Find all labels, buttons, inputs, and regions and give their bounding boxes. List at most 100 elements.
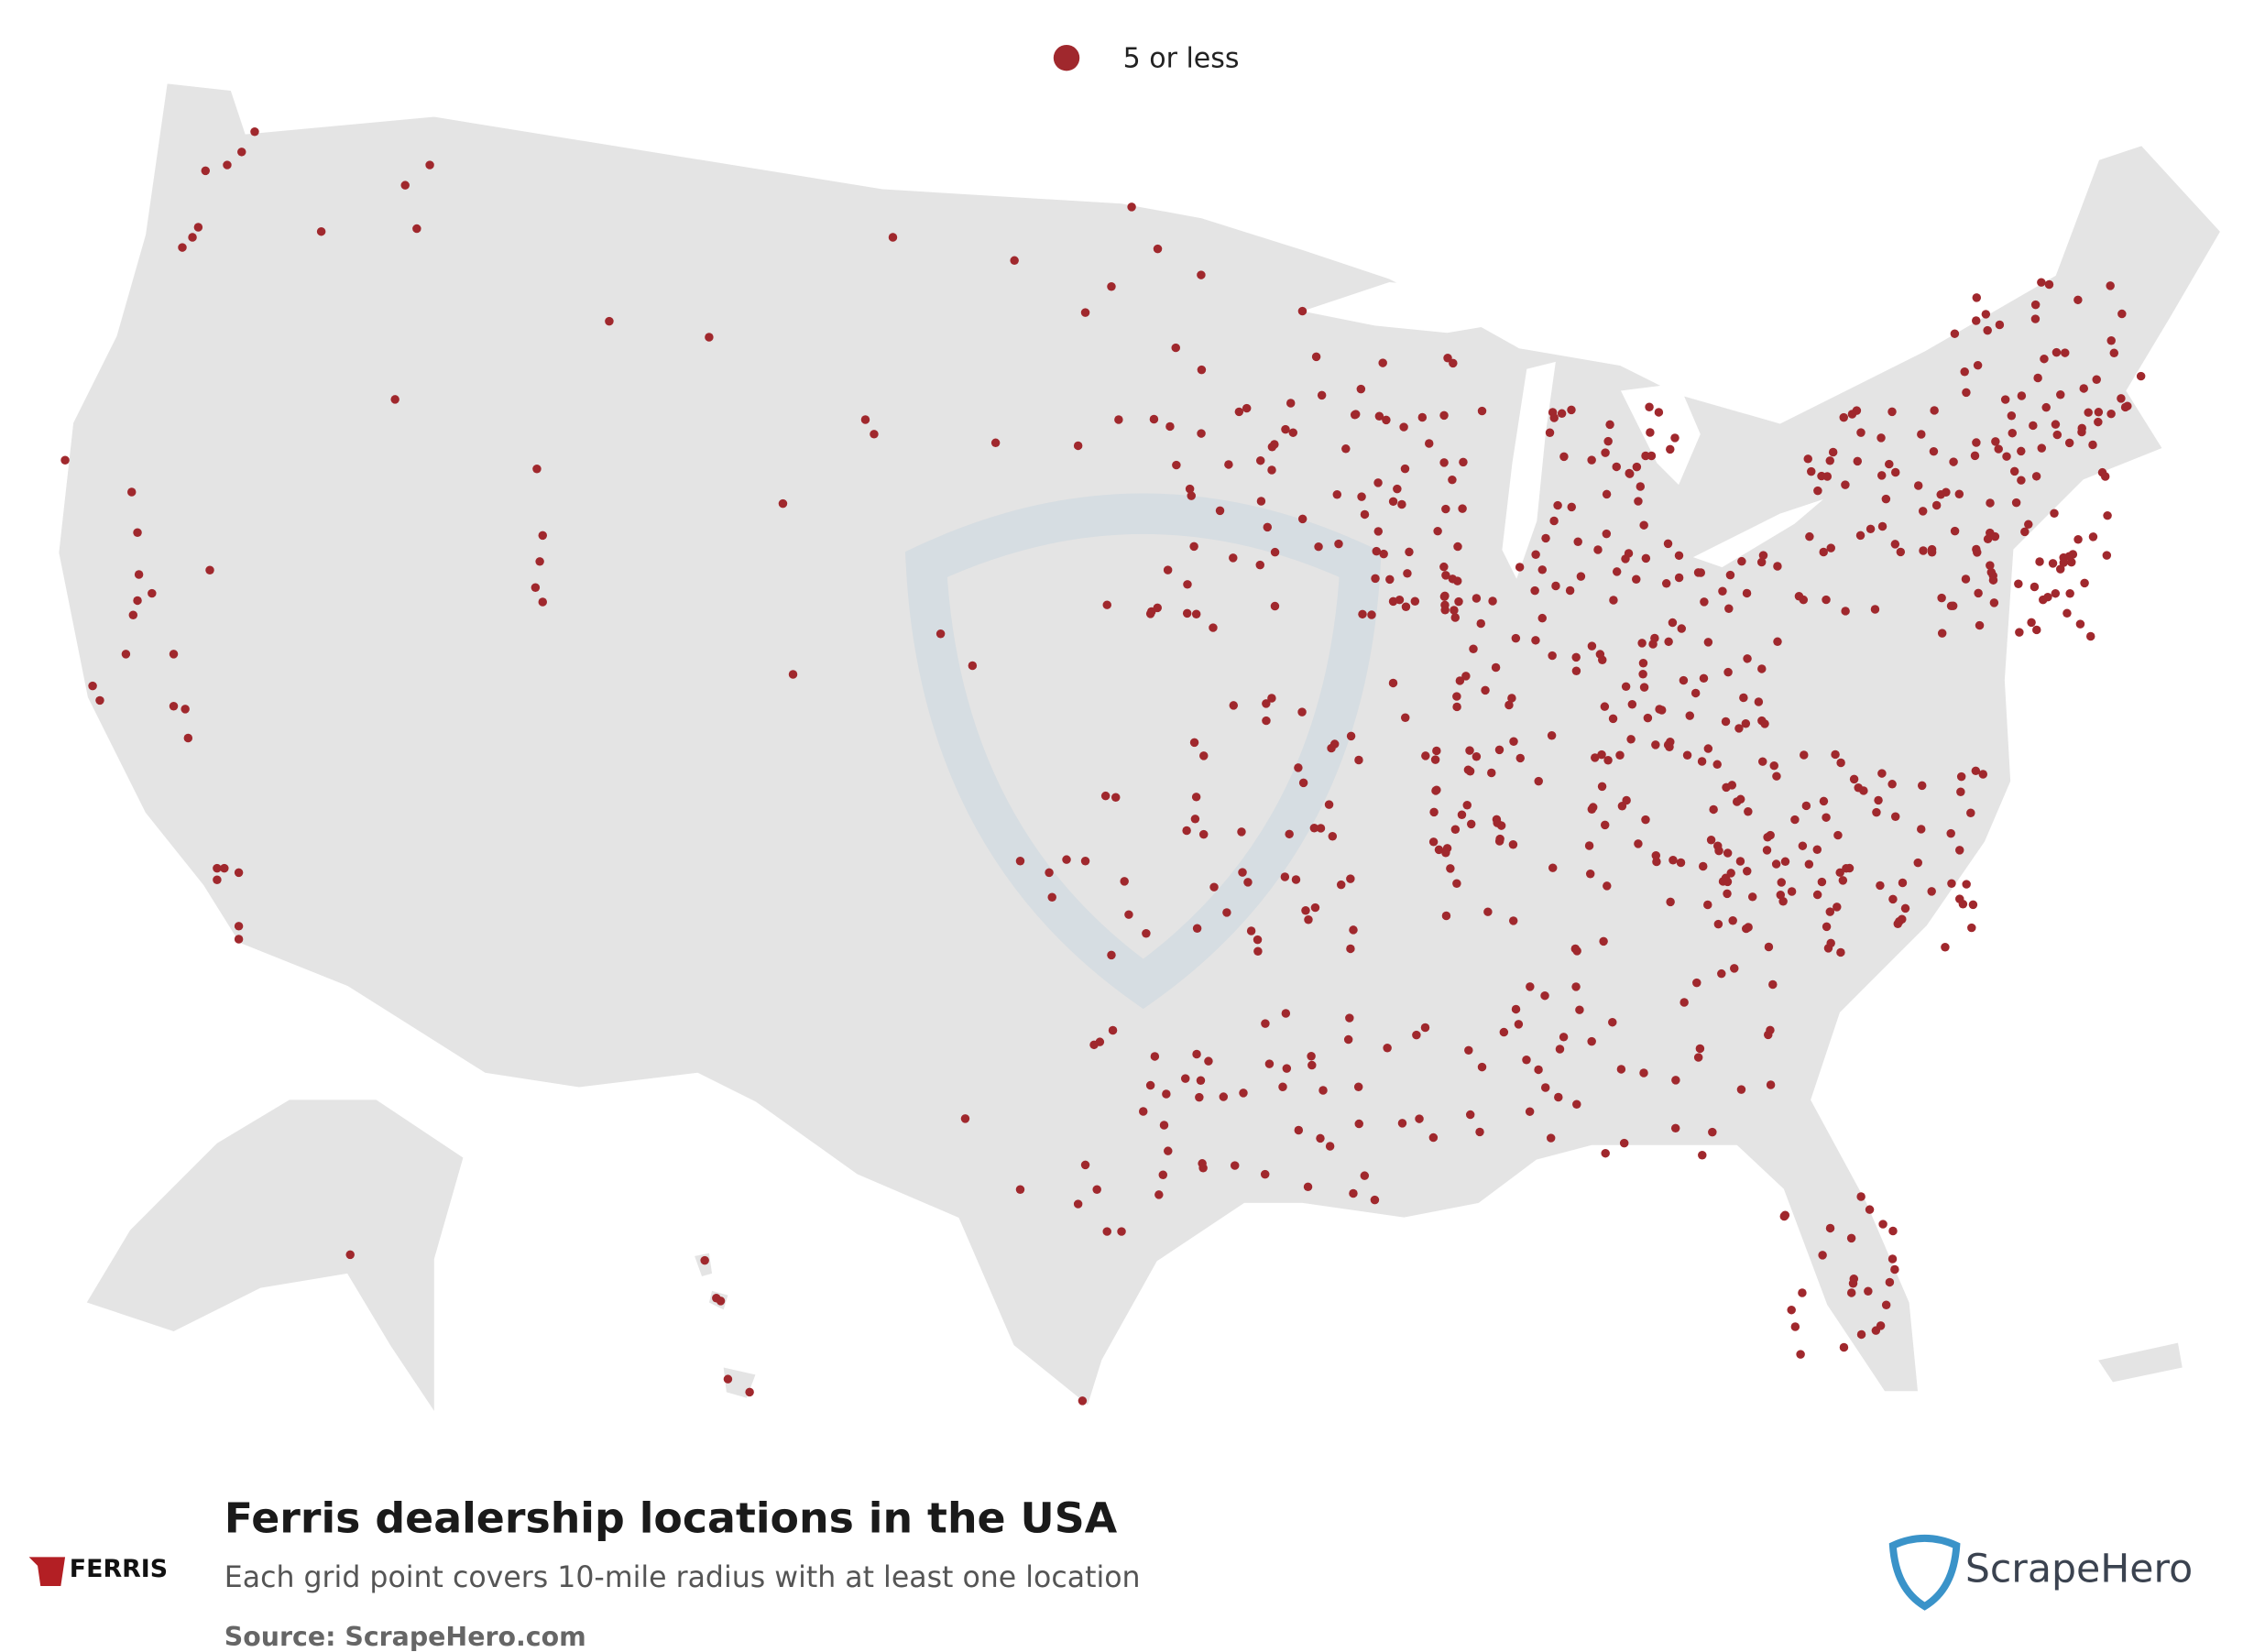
location-dot bbox=[1463, 765, 1473, 774]
location-dot bbox=[1298, 778, 1308, 788]
location-dot bbox=[1514, 1020, 1524, 1029]
location-dot bbox=[2037, 278, 2046, 287]
location-dot bbox=[1794, 591, 1804, 601]
location-dot bbox=[1602, 489, 1612, 499]
location-dot bbox=[1913, 858, 1922, 868]
location-dot bbox=[1838, 876, 1848, 885]
location-dot bbox=[1597, 782, 1607, 792]
location-dot bbox=[1191, 609, 1201, 618]
location-dot bbox=[1612, 462, 1621, 472]
location-dot bbox=[193, 223, 203, 232]
location-dot bbox=[1234, 407, 1244, 417]
location-dot bbox=[1388, 678, 1398, 688]
location-dot bbox=[1888, 1226, 1898, 1236]
location-dot bbox=[1481, 685, 1490, 695]
location-dot bbox=[2117, 394, 2126, 403]
location-dot bbox=[1632, 462, 1642, 472]
location-dot bbox=[1551, 581, 1560, 591]
location-dot bbox=[1831, 749, 1840, 760]
location-dot bbox=[1243, 878, 1253, 887]
location-dot bbox=[2065, 589, 2074, 598]
location-dot bbox=[1120, 877, 1129, 886]
location-dot bbox=[1301, 905, 1310, 915]
location-dot bbox=[1270, 601, 1280, 611]
location-dot bbox=[1197, 270, 1206, 279]
location-dot bbox=[1547, 730, 1557, 740]
location-dot bbox=[1357, 492, 1366, 501]
location-dot bbox=[134, 570, 144, 579]
location-dot bbox=[1199, 751, 1209, 760]
location-dot bbox=[1590, 753, 1600, 762]
location-dot bbox=[1316, 824, 1326, 833]
location-dot bbox=[1856, 1329, 1866, 1340]
location-dot bbox=[1587, 455, 1596, 465]
location-dot bbox=[1693, 1053, 1703, 1062]
location-dot bbox=[1946, 601, 1956, 611]
location-dot bbox=[1754, 697, 1764, 706]
location-dot bbox=[1643, 713, 1653, 723]
location-dot bbox=[1601, 1148, 1610, 1158]
location-dot bbox=[1587, 641, 1597, 651]
location-dot bbox=[1183, 580, 1192, 589]
location-dot bbox=[1955, 846, 1964, 855]
location-dot bbox=[1885, 1277, 1895, 1287]
location-dot bbox=[1917, 430, 1926, 439]
location-dot bbox=[1358, 609, 1367, 619]
location-dot bbox=[1600, 702, 1610, 711]
location-dot bbox=[2052, 347, 2062, 357]
location-dot bbox=[121, 650, 131, 659]
location-dot bbox=[1654, 408, 1664, 417]
location-dot bbox=[1874, 795, 1883, 805]
location-dot bbox=[1107, 281, 1116, 291]
location-dot bbox=[1189, 542, 1198, 552]
location-dot bbox=[1647, 451, 1657, 461]
location-dot bbox=[1349, 1188, 1358, 1198]
location-dot bbox=[870, 430, 879, 439]
location-dot bbox=[2027, 618, 2036, 628]
location-dot bbox=[1803, 454, 1812, 464]
location-dot bbox=[1507, 694, 1516, 703]
location-dot bbox=[1288, 428, 1298, 437]
location-dot bbox=[2052, 430, 2062, 440]
location-dot bbox=[1487, 768, 1496, 778]
location-dot bbox=[1297, 306, 1308, 316]
location-dot bbox=[1665, 742, 1674, 751]
location-dot bbox=[1844, 863, 1855, 873]
location-dot bbox=[1602, 529, 1612, 539]
location-dot bbox=[1632, 574, 1641, 584]
location-dot bbox=[1329, 739, 1340, 749]
location-dot bbox=[2073, 295, 2083, 305]
location-dot bbox=[1464, 1045, 1473, 1056]
location-dot bbox=[1676, 858, 1686, 868]
location-dot bbox=[1400, 713, 1410, 723]
location-dot bbox=[1483, 907, 1493, 916]
location-dot bbox=[1712, 760, 1722, 770]
location-dot bbox=[1354, 755, 1363, 765]
location-dot bbox=[2085, 631, 2095, 641]
location-dot bbox=[1262, 716, 1271, 726]
location-dot bbox=[1983, 534, 1993, 544]
location-dot bbox=[1511, 633, 1521, 643]
location-dot bbox=[1950, 329, 1960, 338]
location-dot bbox=[1280, 872, 1290, 881]
location-dot bbox=[1509, 737, 1518, 747]
lake-huron bbox=[1620, 383, 1701, 486]
location-dot bbox=[1841, 607, 1850, 616]
location-dot bbox=[1360, 509, 1370, 520]
location-dot bbox=[1209, 623, 1218, 632]
location-dot bbox=[1975, 620, 1985, 630]
location-dot bbox=[1929, 446, 1939, 456]
location-dot bbox=[1308, 1060, 1317, 1070]
location-dot bbox=[1764, 942, 1774, 952]
location-dot bbox=[1801, 801, 1811, 811]
location-dot bbox=[1721, 717, 1731, 727]
location-dot bbox=[1898, 914, 1907, 924]
location-dot bbox=[1804, 859, 1814, 869]
location-dot bbox=[1970, 451, 1980, 461]
location-dot bbox=[345, 1250, 355, 1260]
location-dot bbox=[1172, 460, 1181, 470]
location-dot bbox=[1818, 1251, 1827, 1260]
location-dot bbox=[1966, 808, 1975, 817]
location-dot bbox=[1534, 776, 1543, 786]
